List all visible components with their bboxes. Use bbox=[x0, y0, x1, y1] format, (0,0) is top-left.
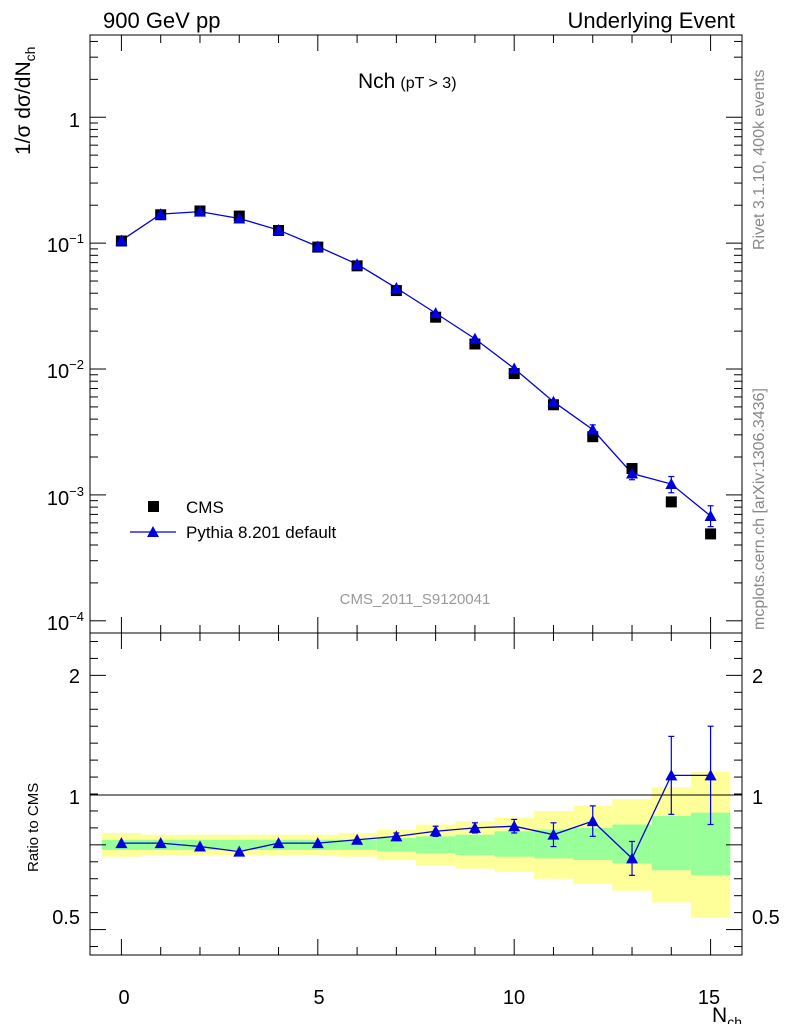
mc-data-point bbox=[351, 258, 364, 270]
mc-data-point bbox=[390, 282, 403, 294]
legend-mc-label: Pythia 8.201 default bbox=[186, 523, 337, 542]
ratio-data-point bbox=[272, 837, 285, 849]
ratio-ytick-right-2: 2 bbox=[752, 666, 763, 688]
cms-data-point bbox=[587, 431, 599, 443]
mc-data-point bbox=[468, 332, 481, 344]
mc-data-point bbox=[429, 307, 442, 319]
rivet-label: Rivet 3.1.10, 400k events bbox=[751, 69, 768, 250]
ratio-ytick-left-1: 1 bbox=[69, 787, 80, 809]
legend-cms-label: CMS bbox=[186, 498, 224, 517]
ratio-data-point bbox=[390, 830, 403, 842]
ratio-data-point bbox=[468, 821, 481, 833]
ratio-ylabel: Ratio to CMS bbox=[25, 783, 42, 872]
cms-data-point bbox=[508, 368, 520, 380]
mc-data-point bbox=[115, 234, 128, 246]
ratio-data-point bbox=[704, 769, 717, 781]
ratio-data-point bbox=[547, 828, 560, 840]
mc-data-point bbox=[665, 478, 678, 490]
ratio-band-inner bbox=[494, 831, 534, 857]
ratio-series-line bbox=[121, 774, 711, 860]
main-data-layer bbox=[115, 205, 717, 540]
mc-data-point bbox=[626, 467, 639, 479]
main-axis-ticks bbox=[90, 35, 742, 633]
cms-data-point bbox=[469, 338, 481, 350]
ratio-data-point bbox=[233, 845, 246, 857]
ratio-data-point bbox=[115, 837, 128, 849]
ratio-band-inner bbox=[651, 816, 691, 871]
ratio-data-point bbox=[311, 837, 324, 849]
main-panel: 1 10−1 10−2 10−3 10−4 1/σ dσ/dNch Nch (pT… bbox=[12, 34, 743, 635]
header-right-label: Underlying Event bbox=[567, 8, 735, 33]
ratio-data-point bbox=[626, 852, 639, 864]
main-ytick-1e-1: 10−1 bbox=[47, 231, 84, 257]
analysis-watermark: CMS_2011_S9120041 bbox=[340, 591, 491, 608]
legend-cms-marker bbox=[148, 501, 159, 512]
ratio-data-point bbox=[429, 825, 442, 837]
xtick-10: 10 bbox=[503, 987, 525, 1009]
mc-data-point bbox=[311, 240, 324, 252]
mc-data-point bbox=[704, 509, 717, 521]
xtick-5: 5 bbox=[313, 987, 324, 1009]
cms-data-point bbox=[665, 496, 677, 508]
ratio-axis-ticks bbox=[90, 633, 742, 955]
ratio-ytick-right-1: 1 bbox=[752, 787, 763, 809]
ratio-data-point bbox=[665, 769, 678, 781]
xtick-0: 0 bbox=[118, 987, 129, 1009]
mc-data-point bbox=[547, 395, 560, 407]
ratio-data-point bbox=[508, 820, 521, 832]
mc-data-point bbox=[233, 212, 246, 224]
mcplots-label: mcplots.cern.ch [arXiv:1306.3436] bbox=[751, 388, 768, 630]
ratio-band-inner bbox=[376, 838, 416, 852]
ratio-data-point bbox=[351, 833, 364, 845]
main-ytick-1e-2: 10−2 bbox=[47, 357, 84, 383]
legend: CMS Pythia 8.201 default bbox=[130, 498, 337, 542]
ratio-panel: 2 1 0.5 2 1 0.5 Ratio to CMS 0 5 10 15 N… bbox=[25, 632, 780, 1024]
mc-series-line bbox=[121, 210, 711, 517]
main-ylabel: 1/σ dσ/dNch bbox=[12, 47, 38, 155]
mc-data-point bbox=[272, 224, 285, 236]
mc-data-point bbox=[193, 205, 206, 217]
ratio-band-inner bbox=[416, 836, 456, 854]
ratio-ytick-left-2: 2 bbox=[69, 666, 80, 688]
legend-mc-marker bbox=[147, 526, 159, 537]
ratio-ytick-right-05: 0.5 bbox=[752, 907, 780, 929]
main-ytick-1e-3: 10−3 bbox=[47, 484, 84, 510]
main-ytick-1: 1 bbox=[69, 110, 80, 132]
ratio-data-point bbox=[154, 837, 167, 849]
ratio-data-layer bbox=[115, 725, 717, 876]
ratio-frame bbox=[89, 632, 743, 956]
cms-data-point bbox=[705, 528, 717, 540]
xtick-15: 15 bbox=[698, 987, 720, 1009]
ratio-band-inner bbox=[455, 834, 495, 856]
ratio-data-point bbox=[193, 840, 206, 852]
main-ytick-1e-4: 10−4 bbox=[47, 609, 84, 635]
main-frame bbox=[89, 34, 743, 634]
header-left-label: 900 GeV pp bbox=[103, 8, 220, 33]
mc-data-point bbox=[154, 208, 167, 220]
ratio-band-inner bbox=[337, 839, 377, 850]
ratio-ytick-left-05: 0.5 bbox=[52, 907, 80, 929]
ratio-data-point bbox=[586, 815, 599, 827]
mc-data-point bbox=[508, 362, 521, 374]
panel-title: Nch (pT > 3) bbox=[358, 70, 457, 93]
mc-data-point bbox=[586, 423, 599, 435]
ratio-bands bbox=[101, 771, 731, 918]
x-axis-label: Nch bbox=[712, 1004, 742, 1024]
ratio-band-inner bbox=[219, 839, 259, 850]
